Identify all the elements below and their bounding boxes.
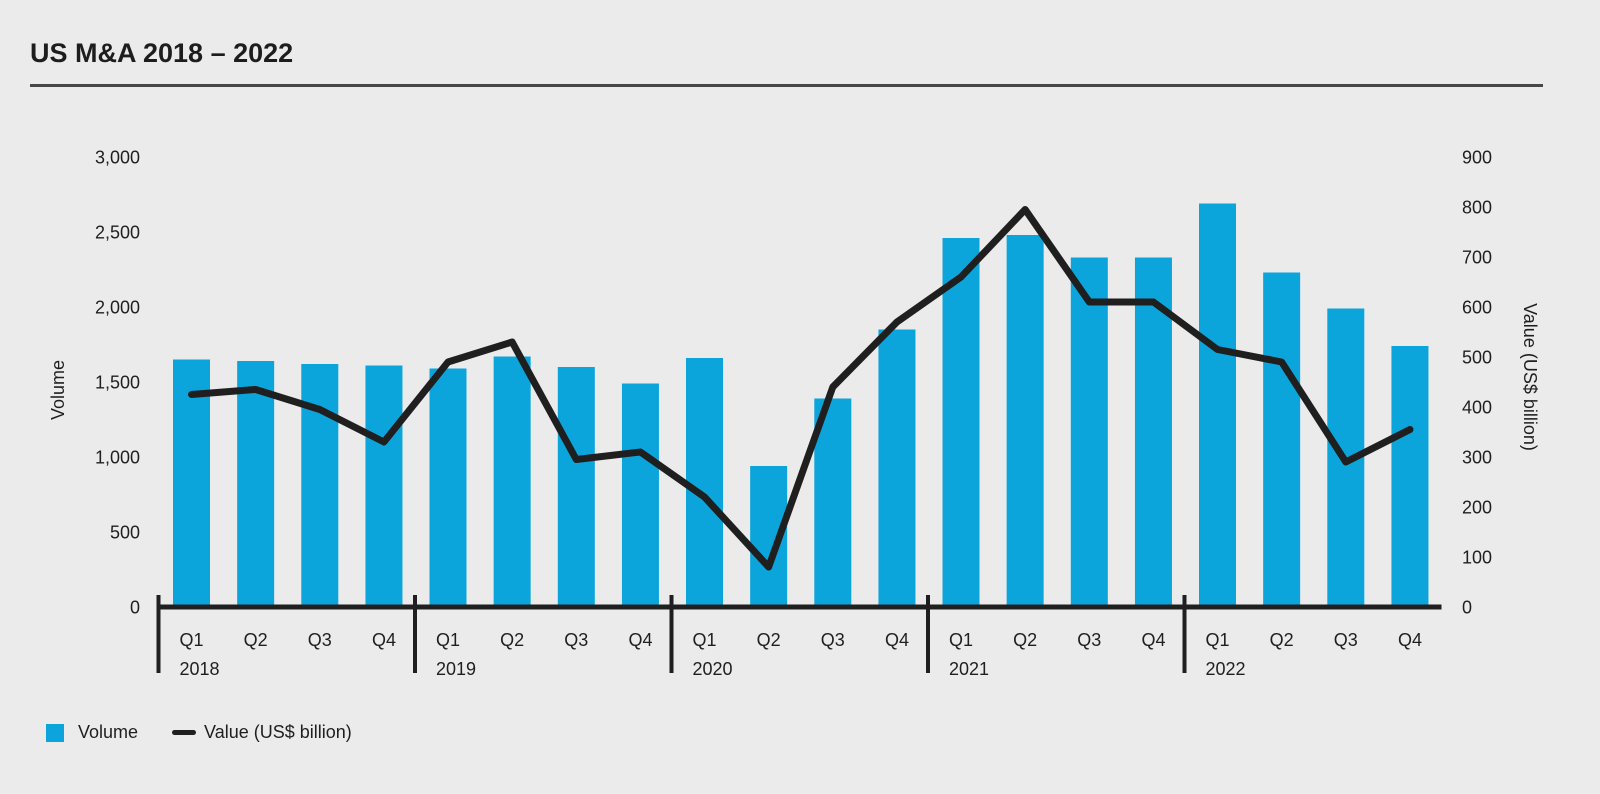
value-legend-line-swatch — [172, 730, 197, 735]
quarter-label-2022-q1: Q1 — [1205, 630, 1229, 650]
page-title: US M&A 2018 – 2022 — [30, 38, 294, 68]
x-axis-line — [156, 604, 1442, 610]
quarter-label-2021-q3: Q3 — [1077, 630, 1101, 650]
quarter-label-2020-q1: Q1 — [692, 630, 716, 650]
right-axis-tick-label: 100 — [1462, 548, 1492, 568]
right-axis-tick-label: 900 — [1462, 148, 1492, 168]
left-axis-tick-label: 3,000 — [95, 148, 140, 168]
volume-bar-2022-q1 — [1199, 203, 1236, 607]
right-axis-tick-label: 700 — [1462, 248, 1492, 268]
volume-bar-2018-q4 — [365, 365, 403, 607]
quarter-label-2022-q4: Q4 — [1398, 630, 1422, 650]
year-label-2022: 2022 — [1206, 659, 1246, 679]
chart-legend: Volume Value (US$ billion) — [46, 722, 352, 743]
year-divider-2021 — [926, 595, 930, 673]
volume-bar-2022-q4 — [1391, 346, 1429, 607]
year-label-2018: 2018 — [180, 659, 220, 679]
year-divider-2022 — [1182, 595, 1187, 673]
quarter-label-2018-q2: Q2 — [244, 630, 268, 650]
left-axis-tick-label: 0 — [130, 598, 140, 618]
year-label-2020: 2020 — [693, 659, 733, 679]
quarter-label-2018-q4: Q4 — [372, 630, 396, 650]
quarter-label-2022-q3: Q3 — [1334, 630, 1358, 650]
volume-bar-2020-q1 — [686, 358, 723, 607]
year-divider-2018 — [156, 595, 161, 673]
volume-bar-2019-q1 — [429, 368, 467, 607]
quarter-label-2020-q4: Q4 — [885, 630, 909, 650]
quarter-label-2021-q4: Q4 — [1141, 630, 1165, 650]
right-axis-tick-label: 500 — [1462, 348, 1492, 368]
title-underline — [30, 84, 1543, 87]
quarter-label-2019-q3: Q3 — [564, 630, 588, 650]
volume-bar-2018-q3 — [301, 364, 339, 607]
value-line — [188, 206, 1414, 571]
quarter-label-2021-q2: Q2 — [1013, 630, 1037, 650]
quarter-label-2021-q1: Q1 — [949, 630, 973, 650]
quarter-label-2019-q2: Q2 — [500, 630, 524, 650]
quarter-label-2018-q3: Q3 — [308, 630, 332, 650]
year-divider-2019 — [413, 595, 417, 673]
volume-bar-2019-q3 — [557, 367, 595, 607]
right-axis-tick-label: 200 — [1462, 498, 1492, 518]
volume-bar-2022-q2 — [1263, 272, 1301, 607]
volume-bar-2021-q4 — [1134, 257, 1172, 607]
quarter-label-2020-q2: Q2 — [757, 630, 781, 650]
volume-bar-2018-q2 — [237, 361, 275, 607]
year-label-2021: 2021 — [949, 659, 989, 679]
quarter-label-2019-q1: Q1 — [436, 630, 460, 650]
volume-bar-2019-q2 — [493, 356, 531, 607]
year-divider-2020 — [669, 595, 674, 673]
year-label-2019: 2019 — [436, 659, 476, 679]
right-axis-tick-label: 400 — [1462, 398, 1492, 418]
volume-legend-swatch — [46, 723, 64, 742]
right-axis-tick-label: 800 — [1462, 198, 1492, 218]
volume-bar-2020-q4 — [878, 329, 916, 607]
volume-bar-2021-q3 — [1070, 257, 1108, 607]
left-axis-tick-label: 2,500 — [95, 223, 140, 243]
left-axis-tick-label: 1,000 — [95, 448, 140, 468]
left-axis-tick-label: 500 — [110, 523, 140, 543]
quarter-label-2019-q4: Q4 — [628, 630, 652, 650]
right-axis-tick-label: 300 — [1462, 448, 1492, 468]
quarter-label-2020-q3: Q3 — [821, 630, 845, 650]
left-axis-title: Volume — [48, 360, 68, 420]
right-axis-tick-label: 0 — [1462, 598, 1472, 618]
quarter-label-2022-q2: Q2 — [1270, 630, 1294, 650]
left-axis-tick-label: 2,000 — [95, 298, 140, 318]
quarter-label-2018-q1: Q1 — [179, 630, 203, 650]
volume-bar-2020-q3 — [814, 398, 852, 607]
volume-bar-2018-q1 — [173, 359, 210, 607]
volume-legend-label: Volume — [78, 722, 139, 742]
value-legend-label: Value (US$ billion) — [204, 722, 352, 742]
right-axis-tick-label: 600 — [1462, 298, 1492, 318]
left-axis-tick-label: 1,500 — [95, 373, 140, 393]
volume-bar-2021-q1 — [942, 238, 980, 607]
volume-bar-2021-q2 — [1006, 235, 1044, 607]
right-axis-title: Value (US$ billion) — [1520, 303, 1540, 451]
volume-bar-2019-q4 — [621, 383, 659, 607]
